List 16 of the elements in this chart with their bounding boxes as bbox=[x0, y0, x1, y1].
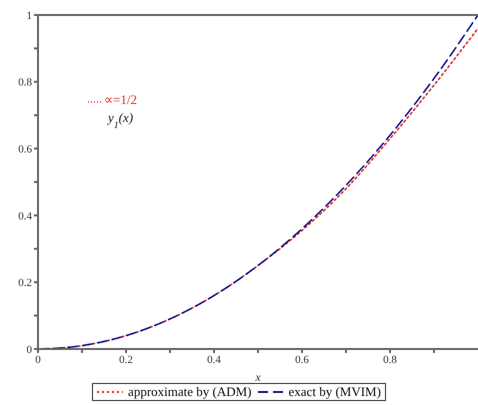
legend-label: exact by (MVIM) bbox=[288, 384, 381, 400]
legend-label: approximate by (ADM) bbox=[128, 384, 252, 400]
y-tick-label: 0.6 bbox=[18, 144, 32, 156]
y-tick-label: 0.8 bbox=[18, 76, 32, 89]
y-tick-label: 0 bbox=[26, 344, 32, 356]
x-tick-label: 0 bbox=[35, 354, 42, 366]
x-tick-label: 0.6 bbox=[295, 354, 310, 366]
x-tick-label: 0.4 bbox=[207, 354, 222, 366]
x-tick-label: 0.8 bbox=[383, 354, 398, 366]
x-axis-title: x bbox=[254, 370, 262, 384]
annotation: y$_{1}$(x) bbox=[106, 110, 134, 130]
x-tick-label: 0.2 bbox=[119, 354, 133, 366]
y-tick-label: 0.4 bbox=[18, 210, 32, 222]
y-tick-label: 0.2 bbox=[18, 277, 32, 290]
annotation: ∝=1/2 bbox=[104, 92, 137, 107]
y-tick-label: 1 bbox=[26, 10, 32, 22]
